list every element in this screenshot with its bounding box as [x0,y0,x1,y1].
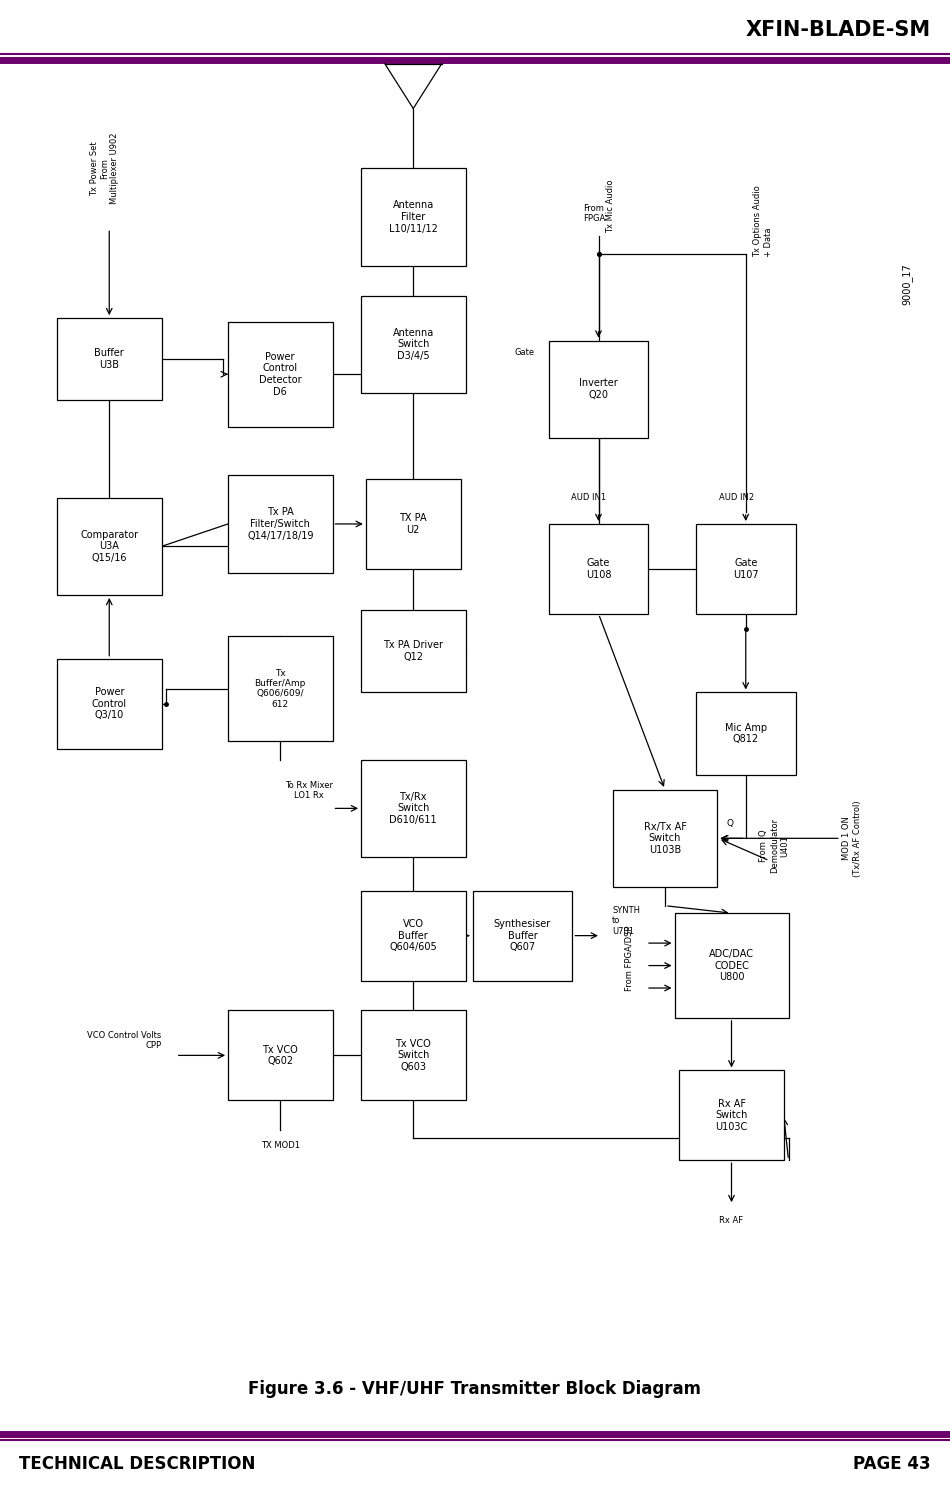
Text: TECHNICAL DESCRIPTION: TECHNICAL DESCRIPTION [19,1455,256,1473]
Text: Buffer
U3B: Buffer U3B [94,349,124,370]
Bar [57,317,162,400]
Bar [549,524,648,614]
Text: From IQ
Demodulator
U401: From IQ Demodulator U401 [759,819,789,873]
Text: Tx Options Audio
+ Data: Tx Options Audio + Data [753,186,772,256]
Text: MOD 1 ON
(Tx/Rx AF Control): MOD 1 ON (Tx/Rx AF Control) [843,799,862,877]
Text: Synthesiser
Buffer
Q607: Synthesiser Buffer Q607 [494,919,551,952]
Text: Tx PA
Filter/Switch
Q14/17/18/19: Tx PA Filter/Switch Q14/17/18/19 [247,507,314,540]
Bar [361,611,466,692]
Text: Mic Amp
Q812: Mic Amp Q812 [725,723,767,744]
Text: Gate: Gate [514,347,534,358]
Text: XFIN-BLADE-SM: XFIN-BLADE-SM [746,19,931,40]
Text: Tx VCO
Switch
Q603: Tx VCO Switch Q603 [395,1039,431,1072]
Text: Tx Power Set
From
Multiplexer U902: Tx Power Set From Multiplexer U902 [89,133,120,204]
Text: From FPGA/DSP: From FPGA/DSP [624,925,634,991]
Text: PAGE 43: PAGE 43 [853,1455,931,1473]
Bar [228,475,332,572]
Text: Tx VCO
Q602: Tx VCO Q602 [262,1045,298,1066]
Text: VCO Control Volts
CPP: VCO Control Volts CPP [87,1031,162,1049]
Bar [674,913,788,1018]
Bar [679,1070,784,1160]
Bar [695,692,796,775]
Text: Tx
Buffer/Amp
Q606/609/
612: Tx Buffer/Amp Q606/609/ 612 [255,669,306,708]
Text: Tx/Rx
Switch
D610/611: Tx/Rx Switch D610/611 [390,792,437,825]
Text: Tx PA Driver
Q12: Tx PA Driver Q12 [383,641,444,662]
Text: Antenna
Filter
L10/11/12: Antenna Filter L10/11/12 [389,201,438,234]
Text: Rx AF: Rx AF [719,1216,744,1225]
Text: Power
Control
Q3/10: Power Control Q3/10 [92,687,126,720]
Bar [361,296,466,392]
Bar [57,659,162,748]
Text: 9000_17: 9000_17 [902,263,913,305]
Bar [57,497,162,594]
Bar [366,479,461,569]
Text: AUD IN1: AUD IN1 [572,493,606,501]
Bar [613,790,717,886]
Bar [361,759,466,856]
Bar [228,322,332,427]
Text: TX MOD1: TX MOD1 [260,1141,300,1150]
Bar [361,1010,466,1100]
Text: ADC/DAC
CODEC
U800: ADC/DAC CODEC U800 [709,949,754,982]
Text: Comparator
U3A
Q15/16: Comparator U3A Q15/16 [80,530,139,563]
Bar [473,891,572,981]
Text: AUD IN2: AUD IN2 [719,493,753,501]
Text: Q: Q [727,819,733,828]
Text: Power
Control
Detector
D6: Power Control Detector D6 [259,352,301,397]
Text: SYNTH
to
U701: SYNTH to U701 [613,906,640,936]
Text: Tx Mic Audio: Tx Mic Audio [606,180,615,232]
Bar [695,524,796,614]
Text: Rx/Tx AF
Switch
U103B: Rx/Tx AF Switch U103B [643,822,687,855]
Text: Gate
U108: Gate U108 [586,558,611,579]
Text: Antenna
Switch
D3/4/5: Antenna Switch D3/4/5 [392,328,434,361]
Bar [228,636,332,741]
Text: TX PA
U2: TX PA U2 [399,513,428,534]
Text: Gate
U107: Gate U107 [733,558,758,579]
Bar [228,1010,332,1100]
Text: Inverter
Q20: Inverter Q20 [580,379,618,400]
Text: To Rx Mixer
LO1 Rx: To Rx Mixer LO1 Rx [285,781,332,799]
Text: Rx AF
Switch
U103C: Rx AF Switch U103C [715,1099,748,1132]
Text: From
FPGA: From FPGA [582,204,605,223]
Bar [361,891,466,981]
Text: Figure 3.6 - VHF/UHF Transmitter Block Diagram: Figure 3.6 - VHF/UHF Transmitter Block D… [249,1380,701,1398]
Text: VCO
Buffer
Q604/605: VCO Buffer Q604/605 [390,919,437,952]
Bar [549,341,648,437]
Bar [361,169,466,265]
